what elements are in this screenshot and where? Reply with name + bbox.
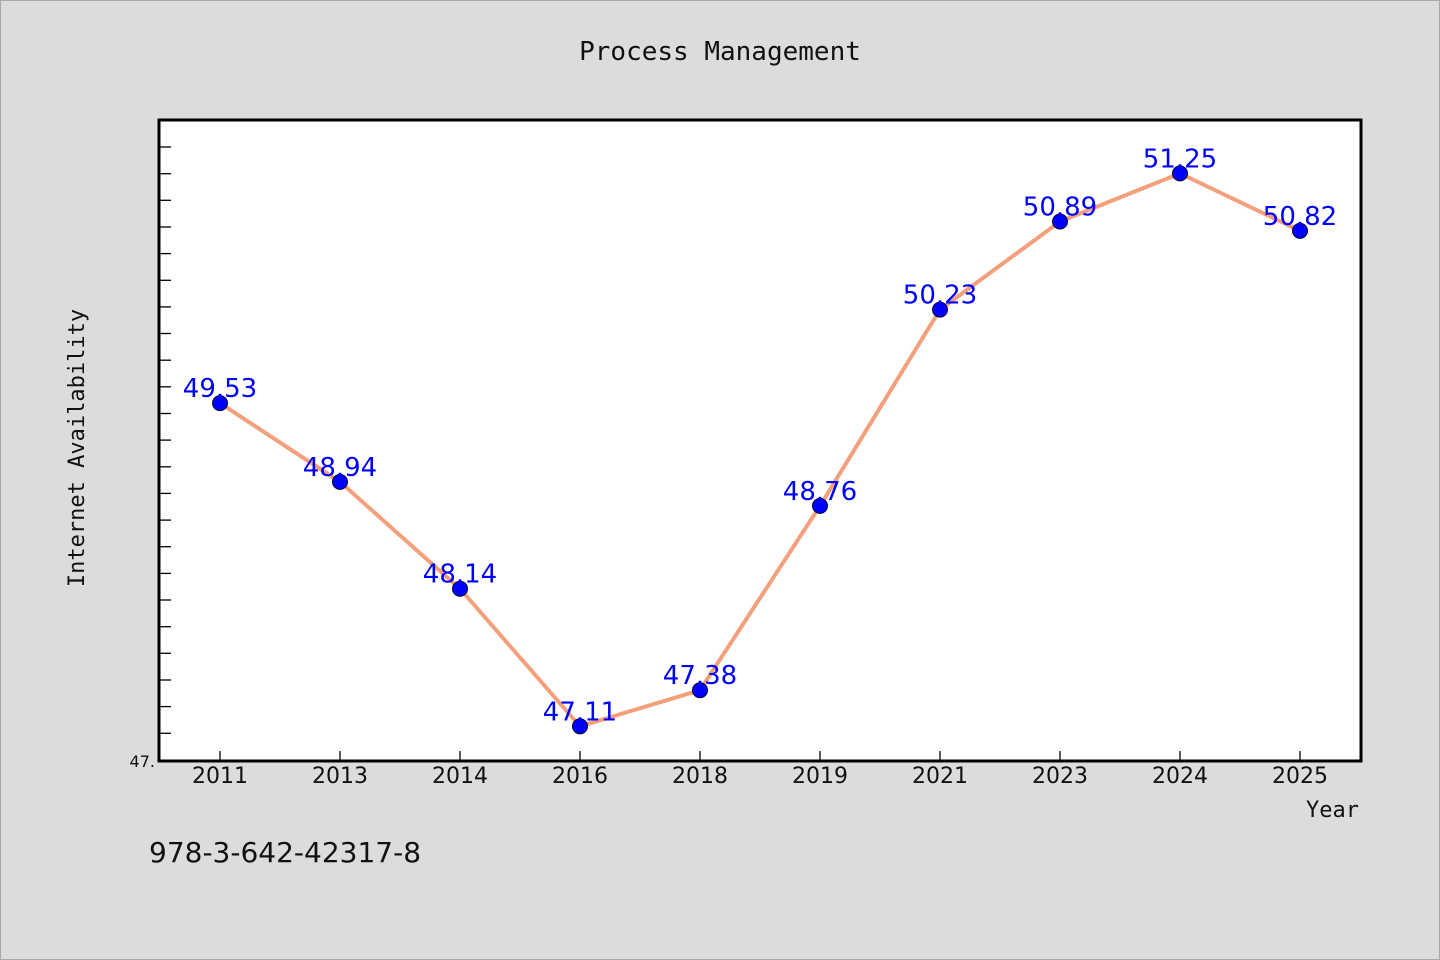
data-label: 51.25 [1143, 144, 1217, 174]
x-tick-label: 2024 [1152, 764, 1208, 789]
plot-area [157, 118, 1363, 763]
data-point [812, 497, 828, 514]
data-point [332, 473, 348, 490]
x-tick-label: 2019 [792, 764, 848, 789]
chart-title: Process Management [579, 37, 861, 67]
data-point [1172, 165, 1188, 182]
data-label: 50.89 [1023, 193, 1097, 223]
data-point [932, 301, 948, 318]
data-point [572, 718, 588, 735]
data-point [1052, 213, 1068, 230]
isbn-text: 978-3-642-42317-8 [149, 836, 421, 869]
data-point [1292, 222, 1308, 239]
data-label: 48.76 [783, 477, 857, 507]
x-tick-label: 2021 [912, 764, 968, 789]
x-tick-label: 2025 [1272, 764, 1328, 789]
data-label: 49.53 [183, 374, 257, 404]
series-group: 49.53 48.94 48.14 47.11 47.38 48.76 50.23 50.89… [183, 144, 1337, 735]
x-tick-label: 2014 [432, 764, 488, 789]
data-point [212, 395, 228, 412]
data-point [452, 580, 468, 597]
data-label: 50.82 [1263, 202, 1337, 232]
data-label: 47.11 [543, 697, 617, 727]
x-tick-label: 2018 [672, 764, 728, 789]
data-label: 48.94 [303, 453, 377, 483]
x-tick-label: 2013 [312, 764, 368, 789]
y-axis-ticks [159, 146, 171, 734]
data-point [692, 682, 708, 699]
x-axis-title: Year [1306, 798, 1359, 823]
series-line [218, 171, 1301, 729]
x-axis-ticks: 2011 2013 2014 2016 2018 2019 2021 2023 2024 2025 [192, 751, 1328, 789]
data-label: 47.38 [663, 661, 737, 691]
x-tick-label: 2023 [1032, 764, 1088, 789]
x-tick-label: 2011 [192, 764, 248, 789]
data-label: 48.14 [423, 560, 497, 590]
x-tick-label: 2016 [552, 764, 608, 789]
y-axis-title: Internet Availability [65, 309, 90, 587]
data-label: 50.23 [903, 281, 977, 311]
y-axis-min-label: 47. [130, 752, 155, 771]
